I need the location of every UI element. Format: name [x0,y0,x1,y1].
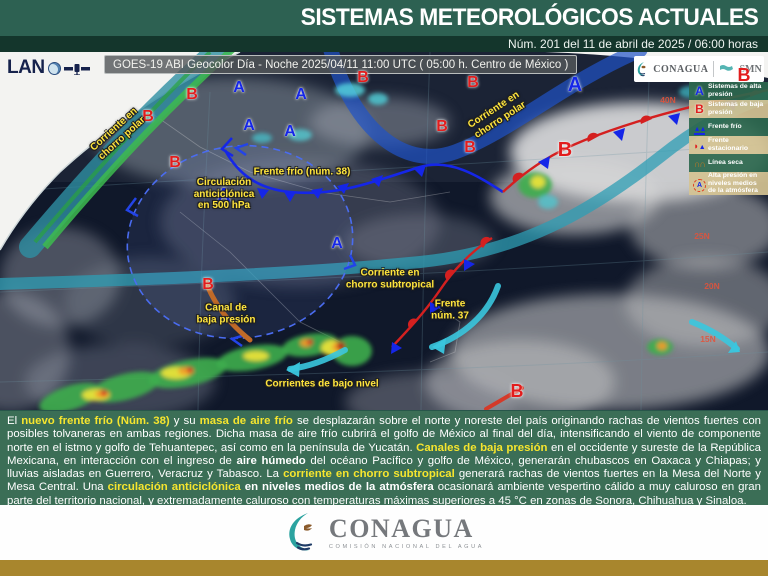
latitude-label: 20N [704,281,720,291]
map-annotation: Corrientes de bajo nivel [265,378,379,390]
legend-item: B Sistemas de baja presión [689,100,768,118]
legend-label: Frente estacionario [708,137,749,152]
map-overlay: LAN GOES-19 ABI Geocolor Día - Noche 202… [0,52,768,410]
satellite-icon [63,63,90,75]
highlighted-text: corriente en chorro subtropical [283,468,455,481]
legend-label: Sistemas de baja presión [708,101,764,116]
bulletin-segment: del océano Pacífico y golfo de México, g… [7,454,761,481]
map-annotation: Corriente en chorro polar [88,105,148,162]
low-pressure-symbol: B [142,108,154,125]
map-legend: A Sistemas de alta presión B Sistemas de ba… [689,82,768,195]
highlighted-text: circulación anticiclónica [107,481,241,494]
high-pressure-symbol: A [567,74,583,96]
globe-icon [47,61,61,75]
low-pressure-symbol: B [186,86,198,103]
low-pressure-symbol: B [510,381,524,401]
conagua-logo-icon [289,512,313,550]
legend-item: A Sistemas de alta presión [689,82,768,100]
legend-item: ∩∩ Línea seca [689,154,768,172]
satellite-map: LAN GOES-19 ABI Geocolor Día - Noche 202… [0,52,768,410]
high-pressure-symbol: A [233,79,245,96]
legend-label: Sistemas de alta presión [708,83,762,98]
bulletin-segment: El [7,415,22,427]
bulletin-segment: se desplazarán sobre el norte y noreste … [7,415,761,454]
high-pressure-icon: A [695,84,704,98]
legend-label: Alta presión en niveles medios de la atm… [708,172,758,195]
map-annotation: Canal de baja presión [196,302,256,326]
dry-line-icon: ∩∩ [694,159,706,169]
title-bar: SISTEMAS METEOROLÓGICOS ACTUALES [0,0,768,36]
latitude-label: 40N [660,95,676,105]
smn-icon [720,65,734,71]
subtitle-bar: Núm. 201 del 11 de abril de 2025 / 06:00… [0,36,768,52]
legend-item: ◗▲ Frente estacionario [689,136,768,154]
legend-item: A Alta presión en niveles medios de la at… [689,172,768,195]
high-pressure-symbol: A [295,86,307,103]
legend-label: Línea seca [708,159,743,167]
satellite-caption: GOES-19 ABI Geocolor Día - Noche 2025/04… [104,55,578,74]
map-annotation: Frente núm. 37 [431,298,469,322]
bulletin-number: Núm. 201 del 11 de abril de 2025 / 06:00… [508,37,758,51]
gold-footer-bar [0,560,768,576]
smn-wordmark: SMN [739,63,762,75]
low-pressure-symbol: B [436,118,448,135]
bulletin-segment: en el occidente y sureste de la Repúblic… [7,441,761,467]
stationary-front-icon: ◗▲ [693,141,706,152]
low-pressure-symbol: B [557,139,573,161]
highlighted-text: Canales de baja presión [416,441,548,454]
low-pressure-symbol: B [202,276,214,293]
lanot-text: LAN [7,57,45,78]
legend-label: Frente frío [708,123,742,131]
low-pressure-symbol: B [464,139,476,156]
bulletin-text: El nuevo frente frío (Núm. 38) y su masa… [7,415,761,508]
low-pressure-symbol: B [169,154,181,171]
highlighted-text: masa de aire frío [199,415,293,427]
page-title: SISTEMAS METEOROLÓGICOS ACTUALES [300,4,759,31]
legend-item: ▲▲ Frente frío [689,118,768,136]
agency-logos: CONAGUA SMN [634,56,764,82]
low-pressure-icon: B [695,102,704,116]
bulletin-segment: y su [169,415,200,427]
logo-divider [713,61,715,77]
map-annotation: Corriente en chorro subtropical [345,267,435,291]
low-pressure-symbol: B [357,69,369,86]
mid-level-high-icon: A [691,175,708,192]
map-annotation: Circulación anticiclónica en 500 hPa [193,176,255,211]
high-pressure-symbol: A [217,185,231,207]
high-pressure-symbol: A [331,235,343,252]
conagua-tagline: COMISIÓN NACIONAL DEL AGUA [328,543,485,550]
bulletin-segment: ocasionará ambiente vespertino cálido a … [7,481,761,507]
bulletin-segment: en niveles medios de la atmósfera [240,481,434,494]
lanot-logo: LAN [7,57,90,79]
footer: CONAGUA COMISIÓN NACIONAL DEL AGUA [0,505,768,560]
high-pressure-symbol: A [243,117,255,134]
latitude-label: 25N [694,231,710,241]
conagua-wordmark: CONAGUA [653,63,709,75]
conagua-brand: CONAGUA [328,513,474,543]
conagua-icon [638,62,646,77]
conagua-brand-block: CONAGUA COMISIÓN NACIONAL DEL AGUA [328,513,485,550]
high-pressure-symbol: A [284,123,296,140]
map-annotation: Frente frío (núm. 38) [253,166,351,178]
bulletin-segment: generará rachas de vientos fuertes en la… [7,468,761,494]
low-pressure-symbol: B [737,65,751,85]
bulletin-segment: aire húmedo [236,454,306,467]
highlighted-text: nuevo frente frío (Núm. 38) [21,415,170,427]
cold-front-icon: ▲▲ [693,126,706,135]
low-pressure-symbol: B [467,74,479,91]
map-annotation: Corriente en chorro polar [466,89,528,141]
latitude-label: 15N [700,334,716,344]
forecast-bulletin: El nuevo frente frío (Núm. 38) y su masa… [0,410,768,508]
